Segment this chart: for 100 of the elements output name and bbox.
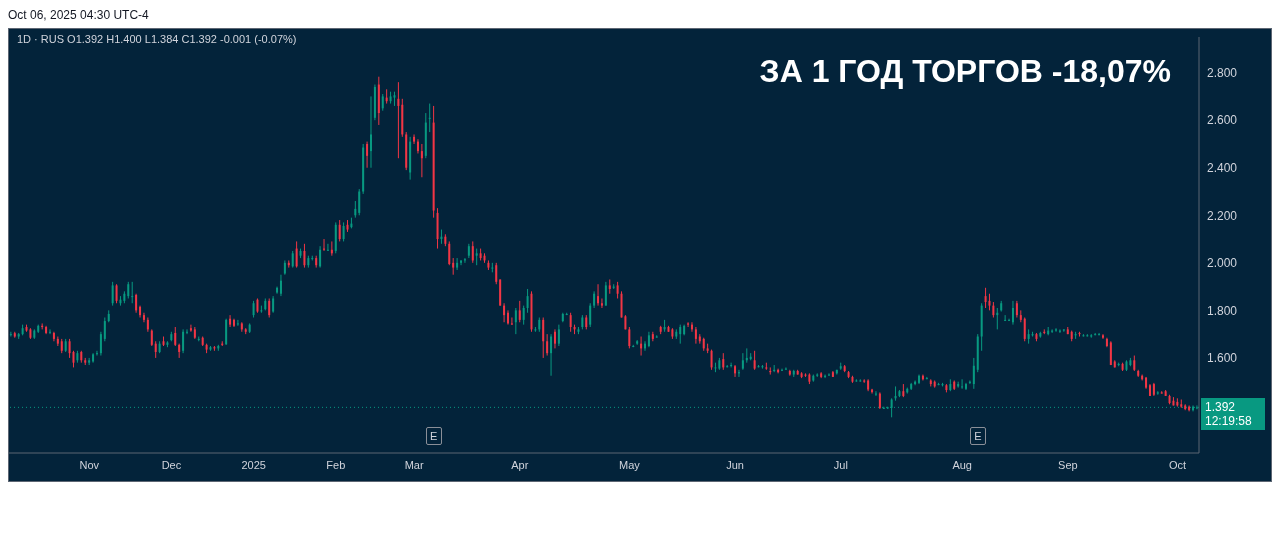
candlestick (507, 309, 509, 326)
candlestick (1058, 328, 1061, 334)
annotation: E (969, 427, 986, 445)
candlestick (597, 283, 600, 307)
candlestick (115, 283, 118, 304)
text: Oct 06, 2025 04:30 UTC-4 (8, 8, 150, 24)
candlestick (964, 382, 967, 391)
candlestick (972, 357, 975, 390)
candlestick (428, 103, 431, 133)
candlestick (730, 362, 733, 368)
candlestick (824, 374, 827, 379)
x-tick-label: Nov (79, 458, 100, 471)
candlestick (874, 390, 877, 397)
candlestick (463, 257, 466, 264)
candlestick (510, 317, 513, 326)
candlestick (303, 243, 306, 269)
y-tick-label: 2.400 (1207, 161, 1238, 175)
candlestick (338, 219, 341, 242)
x-tick-label: Jun (726, 458, 745, 471)
text: 12:19:58 (1205, 414, 1253, 429)
candlestick (1004, 314, 1007, 322)
text: ЗА 1 ГОД ТОРГОВ -18,07% (759, 53, 1171, 90)
candlestick (1062, 328, 1065, 333)
candlestick (295, 240, 298, 269)
candlestick (471, 240, 474, 264)
candlestick (514, 307, 517, 335)
candlestick (589, 302, 592, 328)
x-tick-label: Feb (326, 458, 346, 471)
candlestick (968, 380, 971, 385)
annotation: E (425, 427, 442, 445)
x-tick-label: Jul (833, 458, 848, 471)
candlestick (546, 333, 549, 357)
y-tick-label: 1.800 (1207, 303, 1238, 318)
candlestick (741, 352, 744, 371)
y-tick-label: 2.800 (1207, 65, 1238, 80)
candlestick (710, 349, 713, 371)
candlestick (268, 297, 271, 318)
candlestick (628, 326, 631, 349)
candlestick (413, 133, 416, 145)
candlestick (522, 305, 525, 326)
candlestick (859, 378, 862, 383)
candlestick (99, 331, 102, 357)
candlestick (131, 281, 134, 304)
candlestick (182, 328, 185, 354)
candlestick (9, 331, 12, 338)
candlestick (495, 262, 498, 285)
candlestick (111, 281, 114, 307)
candlestick (569, 312, 572, 333)
candlestick (279, 274, 282, 297)
candlestick (984, 287, 987, 309)
y-tick-label: 1.600 (1207, 351, 1238, 366)
candlestick (236, 319, 239, 327)
candlestick (68, 338, 71, 359)
candlestick (687, 321, 690, 328)
x-tick-label: Apr (511, 458, 529, 471)
candlestick (103, 317, 106, 342)
candlestick (397, 81, 400, 159)
candlestick (1011, 300, 1014, 326)
candlestick (781, 368, 784, 372)
x-tick-label: Aug (952, 458, 972, 471)
candlestick (503, 302, 506, 323)
candlestick (1023, 317, 1026, 342)
candlestick (448, 240, 451, 266)
candlestick (232, 318, 235, 328)
candlestick (323, 238, 326, 252)
candlestick (342, 221, 345, 242)
x-tick-label: 2025 (241, 458, 266, 471)
candlestick (358, 188, 361, 216)
candlestick (961, 378, 964, 390)
candlestick (918, 374, 921, 385)
candlestick (1008, 318, 1011, 322)
candlestick (174, 326, 177, 347)
candlestick (855, 378, 858, 383)
candlestick (456, 257, 459, 271)
candlestick (526, 288, 529, 314)
candlestick (186, 328, 189, 335)
y-tick-label: 2.200 (1207, 208, 1238, 223)
candlestick (600, 297, 603, 309)
y-tick-label: 2.600 (1207, 113, 1238, 128)
candlestick (366, 141, 369, 169)
x-tick-label: Dec (161, 458, 182, 471)
candlestick (753, 350, 756, 371)
candlestick (369, 95, 372, 169)
candlestick (1102, 333, 1104, 340)
ref-line-label: 1.392 (1205, 400, 1237, 415)
candlestick (326, 243, 329, 252)
x-tick-label: May (619, 458, 641, 471)
candlestick (1051, 328, 1054, 334)
candlestick (604, 281, 607, 307)
x-tick-label: Sep (1058, 458, 1078, 471)
candlestick (550, 333, 553, 377)
candlestick (95, 350, 98, 357)
candlestick (542, 317, 545, 359)
x-tick-label: Mar (404, 458, 424, 471)
candlestick (1055, 327, 1058, 333)
candlestick (737, 369, 740, 378)
candlestick (679, 324, 682, 345)
candlestick (1098, 332, 1101, 336)
candlestick (553, 328, 556, 349)
candlestick (420, 143, 423, 178)
